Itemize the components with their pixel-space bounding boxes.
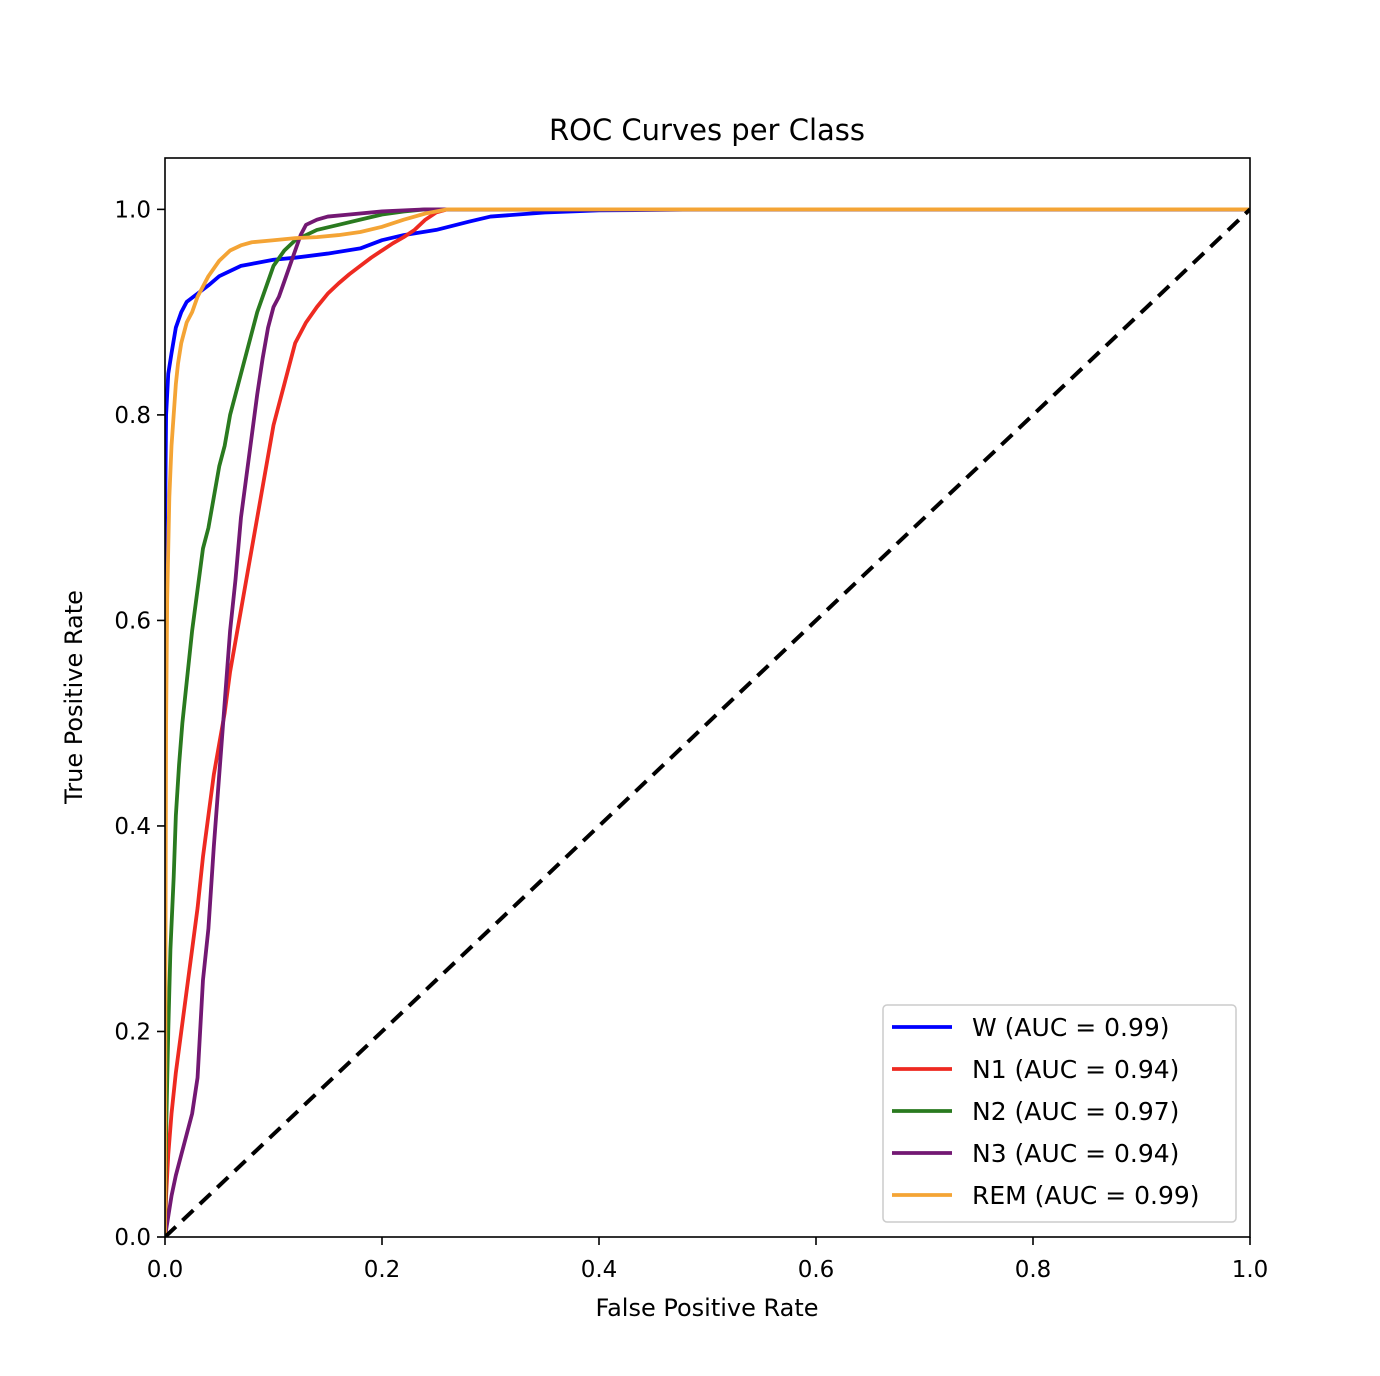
series-line-2 <box>165 207 1250 1237</box>
y-tick-label: 1.0 <box>114 197 151 223</box>
legend-entry-label: REM (AUC = 0.99) <box>972 1181 1200 1210</box>
legend-entry-label: N3 (AUC = 0.94) <box>972 1139 1179 1168</box>
x-tick-label: 0.4 <box>581 1257 618 1283</box>
x-tick-label: 0.6 <box>798 1257 835 1283</box>
y-tick-label: 0.0 <box>114 1225 151 1251</box>
y-tick-label: 0.2 <box>114 1019 151 1045</box>
y-axis: 0.0 0.2 0.4 0.6 0.8 1.0 <box>114 197 165 1251</box>
series-line-5 <box>165 207 1250 1237</box>
y-tick-label: 0.6 <box>114 608 151 634</box>
legend-box <box>882 1004 1237 1223</box>
x-tick-label: 0.8 <box>1015 1257 1052 1283</box>
y-tick-label: 0.8 <box>114 403 151 429</box>
y-tick-label: 0.4 <box>114 814 151 840</box>
x-axis-label: False Positive Rate <box>595 1294 818 1322</box>
series-line-4 <box>165 207 1250 1237</box>
legend-entry-label: N1 (AUC = 0.94) <box>972 1055 1179 1084</box>
series-line-3 <box>165 207 1250 1237</box>
x-tick-label: 0.0 <box>147 1257 184 1283</box>
diagonal-reference-line <box>165 207 1250 1237</box>
legend: W (AUC = 0.99) N1 (AUC = 0.94) N2 (AUC = 0… <box>882 1004 1237 1223</box>
x-tick-label: 0.2 <box>364 1257 401 1283</box>
x-tick-label: 1.0 <box>1232 1257 1269 1283</box>
legend-entry-label: N2 (AUC = 0.97) <box>972 1097 1179 1126</box>
y-axis-label: True Positive Rate <box>60 590 88 805</box>
legend-entry-label: W (AUC = 0.99) <box>972 1013 1170 1042</box>
series-layer <box>165 207 1250 1237</box>
series-line-1 <box>165 207 1250 1237</box>
x-axis: 0.0 0.2 0.4 0.6 0.8 1.0 <box>147 1237 1269 1283</box>
chart-title: ROC Curves per Class <box>549 113 865 147</box>
plot-frame <box>164 157 1251 1238</box>
